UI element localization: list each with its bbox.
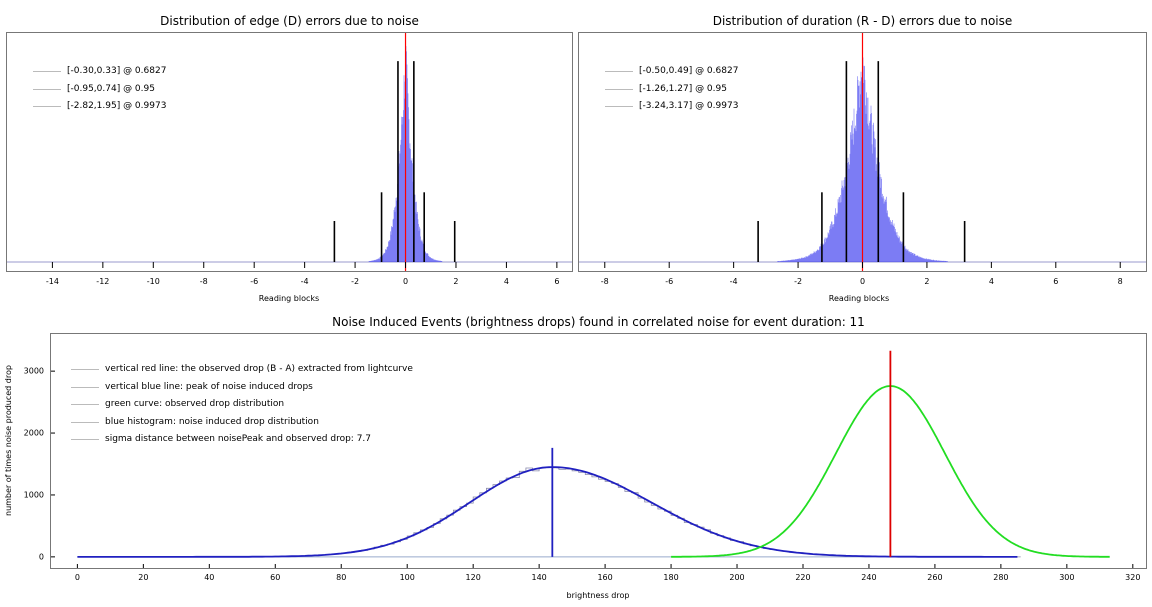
chart3-y-axis-label: number of times noise produced drop [4,365,13,516]
chart3-blue-curve [77,466,1018,558]
chart1-title: Distribution of edge (D) errors due to n… [160,14,419,28]
chart3-x-tick-label: 20 [138,573,149,582]
chart3-x-tick-label: 260 [927,573,943,582]
chart1-x-tick-label: -4 [300,277,309,286]
chart1-x-tick-label: -12 [96,277,110,286]
chart3-legend-item: vertical blue line: peak of noise induce… [71,379,413,397]
chart3-legend-item: green curve: observed drop distribution [71,396,413,414]
chart3-y-tick-label: 2000 [23,428,44,438]
chart3-x-tick-label: 200 [729,573,745,582]
chart1-x-tick-label: 4 [503,277,509,286]
chart1-legend: [-0.30,0.33] @ 0.6827 [-0.95,0.74] @ 0.9… [33,63,166,116]
chart3-x-tick-label: 180 [663,573,679,582]
chart2-x-tick-label: 0 [859,277,866,286]
chart2-x-tick-label: -6 [665,277,674,286]
chart2-legend: [-0.50,0.49] @ 0.6827 [-1.26,1.27] @ 0.9… [605,63,738,116]
chart2-svg [579,33,1146,271]
chart3-y-tick-label: 1000 [23,490,44,500]
chart1-x-tick-label: -10 [146,277,160,286]
chart3-y-tick-label: 3000 [23,366,44,376]
chart1-x-tick-label: -6 [250,277,259,286]
chart3-x-tick-label: 240 [861,573,877,582]
chart1-x-tick-label: -2 [351,277,360,286]
chart3-y-tick-label: 0 [38,552,44,562]
chart2-x-tick-label: 8 [1117,277,1123,286]
chart2-legend-item: [-0.50,0.49] @ 0.6827 [605,63,738,81]
chart1-x-tick-label: 0 [402,277,409,286]
chart3-x-tick-label: 100 [399,573,415,582]
chart3-x-tick-label: 80 [336,573,347,582]
chart1-plot-area: [-0.30,0.33] @ 0.6827 [-0.95,0.74] @ 0.9… [6,32,573,272]
chart3-x-tick-label: 220 [795,573,811,582]
chart3-legend-item: vertical red line: the observed drop (B … [71,361,413,379]
chart3-x-tick-label: 120 [465,573,481,582]
chart3-x-tick-label: 0 [74,573,80,582]
chart2-legend-item: [-3.24,3.17] @ 0.9973 [605,98,738,116]
chart2-x-tick-label: -2 [794,277,803,286]
chart3-x-tick-label: 280 [993,573,1009,582]
chart3-x-tick-label: 140 [531,573,547,582]
chart1-x-axis-label: Reading blocks [258,294,320,303]
chart2-x-tick-label: -4 [729,277,738,286]
chart1-legend-item: [-2.82,1.95] @ 0.9973 [33,98,166,116]
chart3-title: Noise Induced Events (brightness drops) … [332,315,865,329]
chart1-svg [7,33,572,271]
chart2-x-tick-label: -8 [600,277,609,286]
chart3-x-tick-label: 40 [204,573,215,582]
chart1-x-tick-label: 6 [554,277,560,286]
chart3-x-tick-label: 60 [270,573,281,582]
chart3-legend-item: blue histogram: noise induced drop distr… [71,414,413,432]
chart2-x-tick-label: 6 [1053,277,1059,286]
chart2-legend-item: [-1.26,1.27] @ 0.95 [605,81,738,99]
chart2-x-tick-label: 2 [924,277,930,286]
chart3-svg [51,350,1134,568]
chart2-plot-area: [-0.50,0.49] @ 0.6827 [-1.26,1.27] @ 0.9… [578,32,1147,272]
chart1-legend-item: [-0.95,0.74] @ 0.95 [33,81,166,99]
chart3-x-tick-label: 300 [1059,573,1075,582]
chart2-title: Distribution of duration (R - D) errors … [712,14,1013,28]
chart3-blue-histogram [275,467,1021,558]
chart1-x-tick-label: -14 [45,277,59,286]
chart3-x-tick-label: 320 [1125,573,1141,582]
chart3-x-tick-label: 160 [597,573,613,582]
chart2-x-axis-label: Reading blocks [828,294,890,303]
chart3-x-axis-label: brightness drop [566,591,630,600]
chart1-legend-item: [-0.30,0.33] @ 0.6827 [33,63,166,81]
chart3-legend: vertical red line: the observed drop (B … [71,361,413,449]
chart2-x-tick-label: 4 [988,277,994,286]
chart3-legend-item: sigma distance between noisePeak and obs… [71,431,413,449]
chart1-x-tick-label: 2 [453,277,459,286]
chart3-plot-area: vertical red line: the observed drop (B … [50,333,1147,569]
chart1-x-tick-label: -8 [199,277,208,286]
